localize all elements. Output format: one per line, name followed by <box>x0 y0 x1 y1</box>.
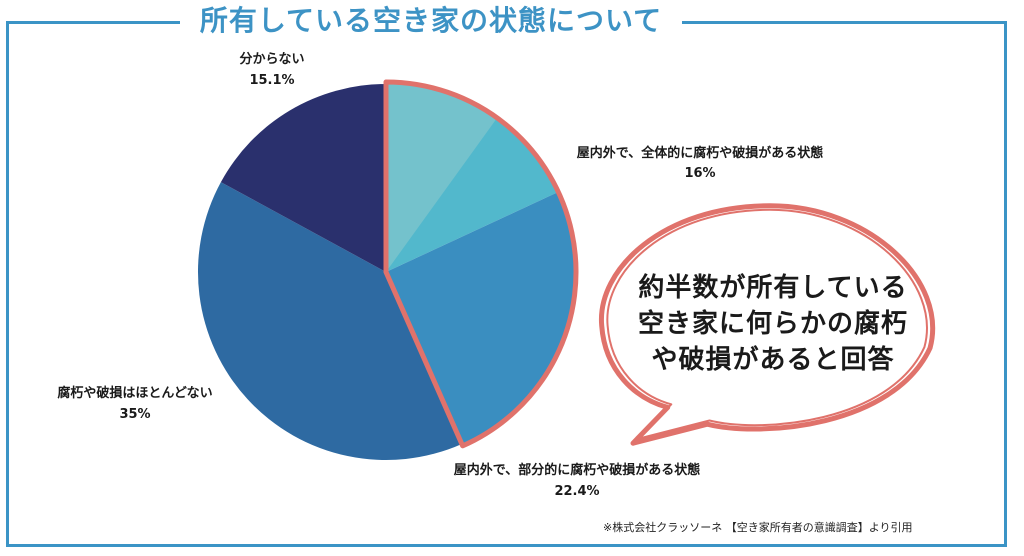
callout-bubble <box>599 203 936 446</box>
slice-label-unknown: 分からない <box>239 51 304 67</box>
slice-overall-damage-light-segment <box>386 84 496 272</box>
slice-label-partial-damage: 屋内外で、部分的に腐朽や破損がある状態 <box>454 462 700 478</box>
source-note: ※株式会社クラッソーネ 【空き家所有者の意識調査】より引用 <box>603 521 913 534</box>
slice-partial-damage <box>386 192 574 445</box>
callout-text: 約半数が所有している 空き家に何らかの腐朽 や破損があると回答 <box>628 270 918 378</box>
slice-value-little-damage: 35% <box>119 407 150 422</box>
callout-line-2: 空き家に何らかの腐朽 <box>637 309 908 339</box>
highlight-outline <box>383 79 579 449</box>
slice-little-damage <box>197 182 462 461</box>
slice-value-unknown: 15.1% <box>249 73 294 88</box>
callout-line-3: や破損があると回答 <box>651 345 895 375</box>
chart-title: 所有している空き家の状態について <box>180 2 682 40</box>
slice-unknown <box>220 84 386 272</box>
slice-value-partial-damage: 22.4% <box>554 484 599 499</box>
slice-label-little-damage: 腐朽や破損はほとんどない <box>57 385 212 401</box>
slice-label-overall-damage: 屋内外で、全体的に腐朽や破損がある状態 <box>577 145 823 161</box>
slice-labels: 屋内外で、全体的に腐朽や破損がある状態 16% 屋内外で、部分的に腐朽や破損があ… <box>57 51 823 499</box>
callout-bubble-inner <box>606 208 928 440</box>
callout-line-1: 約半数が所有している <box>638 273 908 303</box>
pie-slices <box>197 84 574 461</box>
slice-value-overall-damage: 16% <box>684 166 715 181</box>
